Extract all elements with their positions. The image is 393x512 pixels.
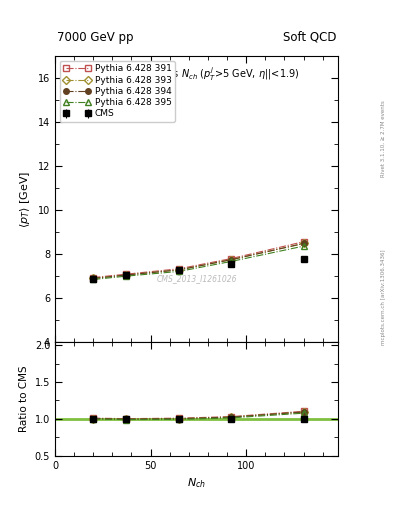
Pythia 6.428 391 bbox=[301, 239, 306, 245]
Line: Pythia 6.428 393: Pythia 6.428 393 bbox=[90, 241, 307, 281]
X-axis label: $N_{ch}$: $N_{ch}$ bbox=[187, 476, 206, 490]
Text: Rivet 3.1.10, ≥ 2.7M events: Rivet 3.1.10, ≥ 2.7M events bbox=[381, 100, 386, 177]
Pythia 6.428 395 bbox=[301, 243, 306, 249]
Line: Pythia 6.428 394: Pythia 6.428 394 bbox=[90, 241, 307, 281]
Pythia 6.428 393 bbox=[301, 241, 306, 247]
Pythia 6.428 393 bbox=[229, 257, 233, 263]
Line: Pythia 6.428 395: Pythia 6.428 395 bbox=[90, 243, 307, 282]
Pythia 6.428 393 bbox=[91, 275, 95, 282]
Pythia 6.428 395 bbox=[229, 259, 233, 265]
Pythia 6.428 393 bbox=[177, 267, 182, 273]
Pythia 6.428 391 bbox=[177, 266, 182, 272]
Text: Average jet $p_{T}$ vs $N_{ch}$ ($p_{T}^{j}$>5 GeV, $\eta||$<1.9): Average jet $p_{T}$ vs $N_{ch}$ ($p_{T}^… bbox=[94, 65, 299, 83]
Text: mcplots.cern.ch [arXiv:1306.3436]: mcplots.cern.ch [arXiv:1306.3436] bbox=[381, 249, 386, 345]
Pythia 6.428 393 bbox=[123, 272, 128, 278]
Pythia 6.428 394 bbox=[301, 241, 306, 247]
Pythia 6.428 394 bbox=[123, 272, 128, 278]
Pythia 6.428 391 bbox=[123, 271, 128, 278]
Pythia 6.428 394 bbox=[229, 257, 233, 263]
Pythia 6.428 391 bbox=[91, 274, 95, 281]
Text: CMS_2013_I1261026: CMS_2013_I1261026 bbox=[156, 274, 237, 283]
Pythia 6.428 395 bbox=[177, 268, 182, 274]
Line: Pythia 6.428 391: Pythia 6.428 391 bbox=[90, 239, 307, 280]
Y-axis label: Ratio to CMS: Ratio to CMS bbox=[19, 366, 29, 432]
Pythia 6.428 394 bbox=[91, 275, 95, 282]
Pythia 6.428 395 bbox=[123, 273, 128, 279]
Legend: Pythia 6.428 391, Pythia 6.428 393, Pythia 6.428 394, Pythia 6.428 395, CMS: Pythia 6.428 391, Pythia 6.428 393, Pyth… bbox=[59, 61, 175, 122]
Pythia 6.428 394 bbox=[177, 267, 182, 273]
Pythia 6.428 391 bbox=[229, 255, 233, 262]
Pythia 6.428 395 bbox=[91, 276, 95, 283]
Text: 7000 GeV pp: 7000 GeV pp bbox=[57, 31, 134, 44]
Text: Soft QCD: Soft QCD bbox=[283, 31, 336, 44]
Y-axis label: $\langle p_{T}\rangle$ [GeV]: $\langle p_{T}\rangle$ [GeV] bbox=[18, 170, 32, 227]
